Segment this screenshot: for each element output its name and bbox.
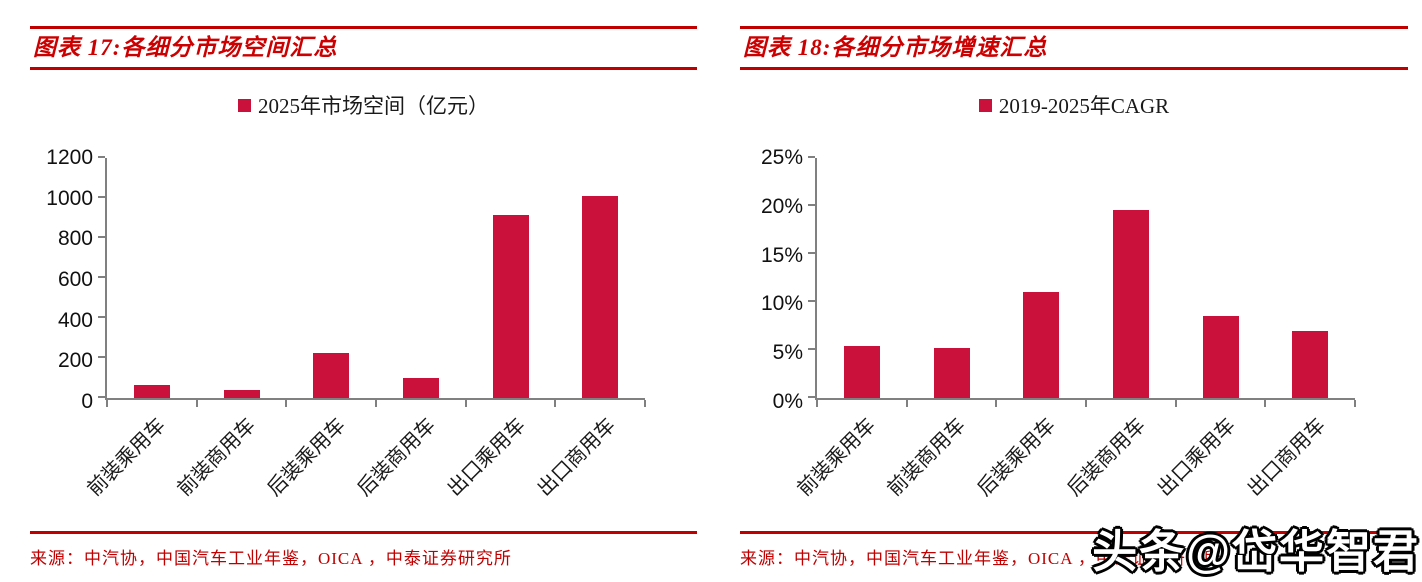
x-tick-mark [375,400,377,407]
legend-label: 2025年市场空间（亿元） [258,94,489,118]
bar-后装商用车 [1112,209,1149,398]
chart-legend: 2025年市场空间（亿元） [30,90,697,120]
bar-出口乘用车 [1202,316,1239,398]
x-tick-mark [464,400,467,407]
toutiao-watermark: 头条@岱华智君 [1092,526,1420,577]
report-figure-row: 图表 17:各细分市场空间汇总 2025年市场空间（亿元） 0 200 400 600… [0,0,1422,569]
y-tick-label: 1000 [46,186,93,210]
x-axis-labels: 前装乘用车 前装商用车 后装乘用车 后装商用车 出口乘用车 出口商用车 [794,402,1355,513]
y-tick-mark [98,156,105,158]
y-tick-label: 10% [760,292,803,316]
x-axis-labels: 前装乘用车 前装商用车 后装乘用车 后装商用车 出口乘用车 出口商用车 [84,402,645,513]
y-tick-mark [98,196,105,198]
y-axis: 0% 5% 10% 15% 20% 25% [740,146,815,413]
title-underline-rule [30,67,697,70]
x-tick-mark [816,400,818,407]
y-tick-label: 0% [772,390,803,413]
x-tick-mark [195,400,198,407]
bar-前装商用车 [933,348,970,398]
title-underline-rule [740,67,1408,70]
y-tick-mark [808,300,815,302]
figure-panel-17: 图表 17:各细分市场空间汇总 2025年市场空间（亿元） 0 200 400 600… [0,0,711,569]
y-axis: 0 200 400 600 800 1000 1200 [30,146,105,413]
y-tick-mark [98,276,105,278]
bar-出口乘用车 [492,215,529,398]
bottom-rule [30,531,697,534]
top-rule [740,26,1408,29]
y-tick-mark [808,156,815,158]
x-tick-mark [554,400,557,407]
legend-swatch-icon [238,98,251,112]
y-tick-label: 5% [772,341,803,365]
bar-chart-cagr: 0% 5% 10% 15% 20% 25% [740,146,1408,413]
x-tick-mark [1354,400,1356,407]
bar-后装商用车 [402,378,439,398]
y-tick-mark [98,236,105,239]
x-tick-mark [995,400,998,407]
x-tick-mark [106,400,108,407]
y-tick-label: 800 [57,227,93,251]
x-tick-mark [1174,400,1177,407]
x-tick-mark [1264,400,1267,407]
figure-panel-18: 图表 18:各细分市场增速汇总 2019-2025年CAGR 0% 5% 10% 15… [711,0,1422,569]
y-tick-label: 1200 [46,146,93,169]
bottom-rule [740,531,1408,534]
y-tick-label: 400 [57,308,93,332]
y-tick-mark [808,348,815,350]
bar-前装商用车 [223,390,260,398]
bar-前装乘用车 [843,346,880,398]
y-tick-mark [98,396,105,398]
y-tick-label: 0 [81,390,93,413]
y-tick-mark [98,356,105,359]
y-tick-mark [808,396,815,398]
bar-chart-market-space: 0 200 400 600 800 1000 1200 [30,146,697,413]
y-tick-label: 15% [760,243,803,267]
x-tick-mark [644,400,646,407]
x-tick-mark [1085,400,1087,407]
y-tick-label: 20% [760,194,803,218]
top-rule [30,26,697,29]
bar-后装乘用车 [313,353,350,398]
x-tick-mark [285,400,288,407]
y-tick-mark [808,204,815,206]
y-tick-mark [808,252,815,254]
plot-area [98,156,646,407]
source-note: 来源：中汽协，中国汽车工业年鉴，OICA ，中泰证券研究所 [740,549,1222,568]
legend-swatch-icon [978,98,992,112]
source-note: 来源：中汽协，中国汽车工业年鉴，OICA ，中泰证券研究所 [30,549,512,568]
bar-前装乘用车 [133,385,170,398]
figure-title: 图表 18:各细分市场增速汇总 [743,35,1048,60]
y-tick-label: 200 [57,349,93,373]
chart-legend: 2019-2025年CAGR [740,90,1408,120]
x-tick-mark [905,400,908,407]
figure-title: 图表 17:各细分市场空间汇总 [33,35,338,60]
bar-出口商用车 [582,196,619,398]
y-tick-mark [98,316,105,319]
plot-area [808,156,1356,407]
legend-label: 2019-2025年CAGR [998,94,1170,118]
y-tick-label: 600 [57,268,93,291]
bar-出口商用车 [1292,330,1329,398]
y-tick-label: 25% [760,146,803,169]
bar-后装乘用车 [1023,292,1060,398]
